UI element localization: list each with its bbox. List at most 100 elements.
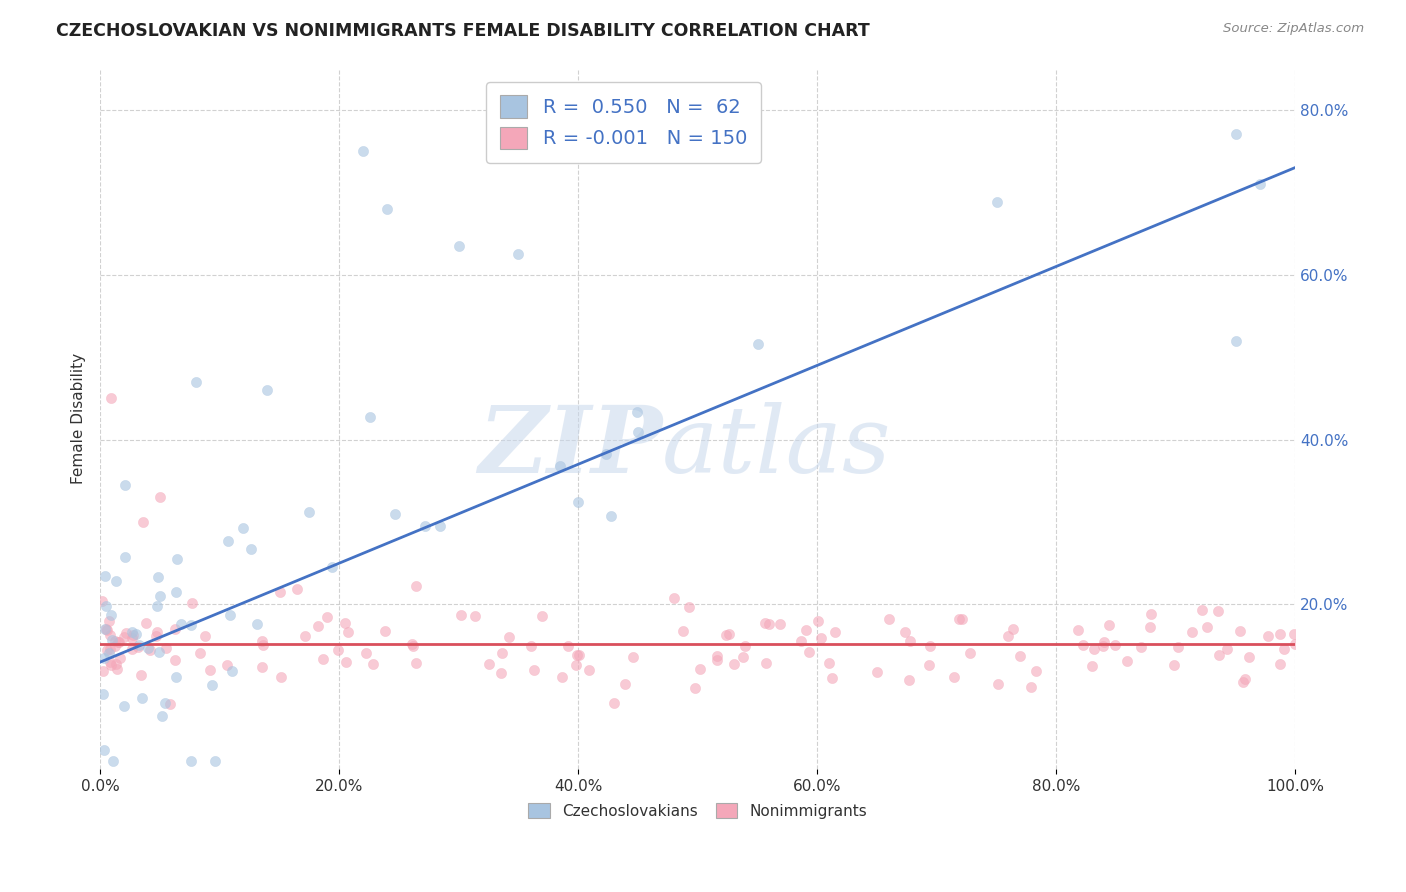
Point	[706, 648, 728, 663]
Point	[96, 599, 118, 613]
Point	[146, 624, 169, 639]
Point	[706, 653, 728, 667]
Point	[810, 631, 832, 645]
Point	[733, 650, 755, 665]
Point	[188, 646, 211, 660]
Point	[613, 677, 636, 691]
Point	[217, 534, 239, 549]
Point	[672, 624, 695, 639]
Point	[352, 144, 374, 158]
Point	[1216, 641, 1239, 656]
Point	[105, 662, 128, 676]
Point	[893, 625, 915, 640]
Point	[683, 681, 706, 696]
Point	[943, 670, 966, 684]
Point	[100, 658, 122, 673]
Text: Source: ZipAtlas.com: Source: ZipAtlas.com	[1223, 22, 1364, 36]
Point	[104, 639, 127, 653]
Point	[821, 671, 844, 685]
Point	[948, 612, 970, 626]
Point	[530, 609, 553, 624]
Point	[1071, 638, 1094, 652]
Point	[121, 631, 143, 645]
Point	[94, 569, 117, 583]
Point	[747, 337, 769, 351]
Point	[98, 641, 121, 656]
Point	[1225, 128, 1247, 142]
Point	[997, 629, 1019, 643]
Point	[311, 652, 333, 666]
Point	[159, 698, 181, 712]
Point	[1067, 623, 1090, 637]
Point	[114, 478, 136, 492]
Point	[375, 202, 398, 216]
Point	[136, 641, 159, 656]
Point	[1167, 640, 1189, 655]
Point	[866, 665, 889, 679]
Point	[1206, 604, 1229, 618]
Point	[918, 639, 941, 653]
Point	[91, 687, 114, 701]
Point	[149, 490, 172, 504]
Point	[98, 655, 121, 669]
Point	[405, 579, 427, 593]
Point	[252, 634, 274, 648]
Point	[478, 657, 501, 671]
Point	[1181, 624, 1204, 639]
Point	[723, 657, 745, 671]
Point	[100, 607, 122, 622]
Point	[551, 670, 574, 684]
Point	[986, 194, 1008, 209]
Point	[246, 616, 269, 631]
Point	[145, 599, 167, 614]
Point	[603, 696, 626, 710]
Point	[336, 624, 359, 639]
Point	[1092, 639, 1115, 653]
Point	[1092, 635, 1115, 649]
Point	[321, 560, 343, 574]
Point	[1098, 618, 1121, 632]
Point	[335, 656, 357, 670]
Point	[108, 651, 131, 665]
Point	[316, 609, 339, 624]
Point	[1195, 620, 1218, 634]
Point	[678, 600, 700, 615]
Point	[170, 616, 193, 631]
Point	[204, 754, 226, 768]
Point	[165, 670, 187, 684]
Point	[155, 640, 177, 655]
Text: CZECHOSLOVAKIAN VS NONIMMIGRANTS FEMALE DISABILITY CORRELATION CHART: CZECHOSLOVAKIAN VS NONIMMIGRANTS FEMALE …	[56, 22, 870, 40]
Point	[401, 637, 423, 651]
Point	[100, 392, 122, 406]
Point	[1234, 673, 1257, 687]
Point	[918, 658, 941, 673]
Point	[689, 662, 711, 676]
Point	[112, 698, 135, 713]
Point	[1080, 659, 1102, 673]
Point	[125, 627, 148, 641]
Point	[269, 585, 291, 599]
Y-axis label: Female Disability: Female Disability	[72, 353, 86, 484]
Point	[132, 515, 155, 529]
Point	[163, 622, 186, 636]
Point	[114, 550, 136, 565]
Point	[557, 640, 579, 654]
Point	[135, 615, 157, 630]
Point	[98, 647, 121, 661]
Point	[201, 678, 224, 692]
Point	[755, 656, 778, 670]
Point	[307, 618, 329, 632]
Point	[1272, 642, 1295, 657]
Point	[1129, 640, 1152, 655]
Point	[498, 631, 520, 645]
Point	[1163, 657, 1185, 672]
Point	[718, 627, 741, 641]
Point	[754, 616, 776, 631]
Point	[491, 665, 513, 680]
Point	[96, 643, 118, 657]
Point	[326, 642, 349, 657]
Point	[333, 616, 356, 631]
Point	[163, 652, 186, 666]
Point	[101, 632, 124, 647]
Point	[129, 668, 152, 682]
